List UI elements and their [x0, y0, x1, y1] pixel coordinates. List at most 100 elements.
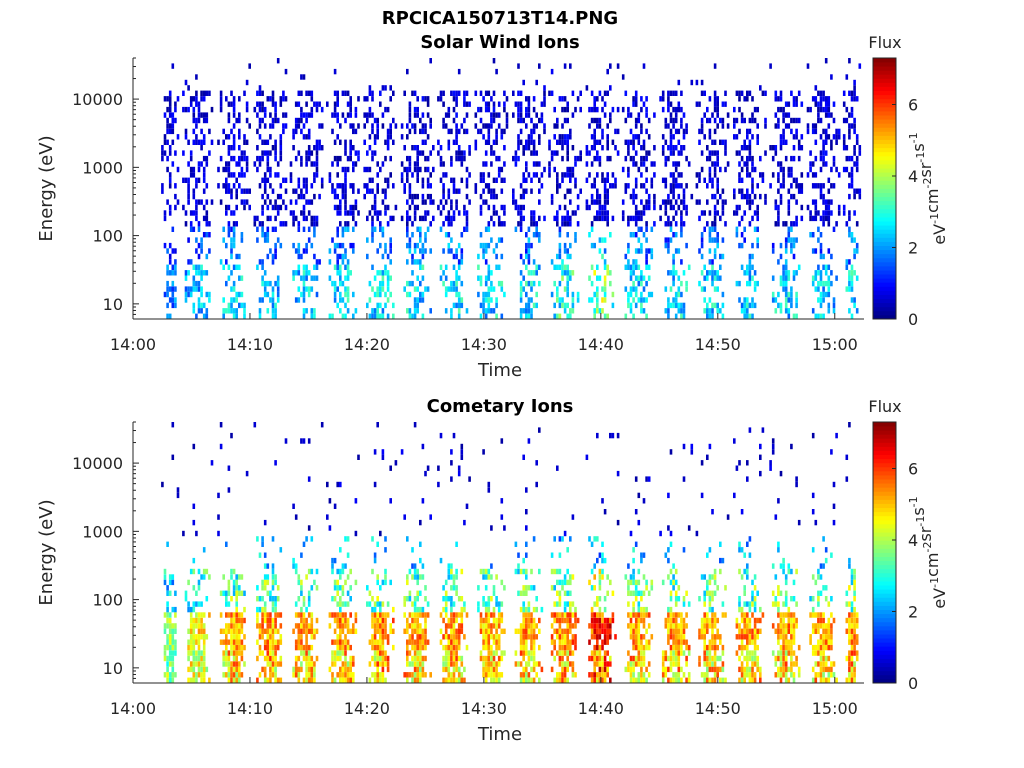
heatmap-cell: [527, 259, 531, 265]
heatmap-cell: [411, 193, 414, 200]
heatmap-cell: [366, 166, 369, 173]
heatmap-cell: [474, 90, 478, 96]
heatmap-cell: [333, 204, 337, 211]
heatmap-cell: [682, 199, 686, 205]
heatmap-cell: [200, 161, 203, 167]
heatmap-cell: [519, 112, 523, 118]
heatmap-cell: [632, 188, 635, 194]
heatmap-cell: [235, 623, 238, 629]
heatmap-cell: [830, 270, 833, 276]
heatmap-cell: [313, 232, 316, 238]
heatmap-cell: [680, 145, 683, 151]
heatmap-cell: [450, 280, 453, 287]
heatmap-cell: [621, 210, 625, 216]
heatmap-cell: [484, 661, 488, 667]
colorbar-swatch: [873, 257, 896, 263]
colorbar-label-base: sr: [916, 162, 935, 177]
heatmap-cell: [463, 606, 466, 613]
heatmap-cell: [192, 275, 196, 281]
heatmap-cell: [482, 449, 485, 455]
heatmap-cell: [230, 128, 233, 135]
heatmap-cell: [292, 557, 295, 564]
heatmap-cell: [240, 612, 244, 618]
heatmap-cell: [457, 297, 461, 303]
heatmap-cell: [274, 628, 277, 634]
heatmap-cell: [519, 639, 523, 645]
heatmap-cell: [627, 248, 630, 254]
heatmap-cell: [553, 644, 556, 651]
heatmap-cell: [263, 644, 267, 651]
heatmap-cell: [271, 634, 275, 640]
heatmap-cell: [253, 161, 257, 167]
colorbar-swatch: [873, 253, 896, 259]
heatmap-cell: [274, 308, 277, 314]
heatmap-cell: [386, 634, 390, 640]
heatmap-cell: [294, 188, 298, 194]
heatmap-cell: [419, 655, 422, 662]
heatmap-cell: [538, 199, 541, 205]
heatmap-cell: [336, 161, 339, 167]
heatmap-cell: [569, 661, 572, 667]
heatmap-cell: [853, 302, 856, 309]
heatmap-cell: [797, 264, 801, 270]
heatmap-cell: [205, 112, 209, 118]
heatmap-cell: [606, 639, 609, 645]
heatmap-cell: [601, 677, 604, 683]
heatmap-cell: [437, 465, 440, 471]
heatmap-cell: [305, 650, 308, 656]
heatmap-cell: [787, 166, 791, 173]
heatmap-cell: [450, 90, 453, 96]
heatmap-cell: [522, 204, 525, 211]
heatmap-cell: [297, 150, 301, 156]
heatmap-cell: [487, 226, 491, 232]
heatmap-cell: [192, 188, 196, 194]
heatmap-cell: [195, 530, 198, 537]
heatmap-cell: [421, 297, 425, 303]
heatmap-cell: [563, 302, 567, 309]
heatmap-cell: [558, 139, 562, 145]
heatmap-cell: [827, 134, 831, 140]
heatmap-cell: [590, 221, 594, 227]
heatmap-cell: [310, 286, 314, 292]
heatmap-cell: [307, 155, 311, 162]
heatmap-cell: [779, 193, 783, 200]
heatmap-cell: [596, 291, 599, 298]
heatmap-cell: [514, 199, 518, 205]
heatmap-cell: [738, 204, 741, 211]
heatmap-cell: [603, 112, 607, 118]
heatmap-cell: [713, 253, 717, 260]
heatmap-cell: [256, 155, 259, 162]
heatmap-cell: [855, 242, 859, 249]
heatmap-cell: [235, 596, 238, 602]
heatmap-cell: [455, 541, 458, 547]
heatmap-cell: [672, 270, 675, 276]
heatmap-cell: [168, 101, 172, 107]
heatmap-cell: [455, 155, 458, 162]
heatmap-cell: [550, 199, 554, 205]
heatmap-cell: [235, 612, 238, 618]
heatmap-cell: [640, 215, 643, 222]
heatmap-cell: [232, 232, 236, 238]
heatmap-cell: [590, 612, 594, 618]
heatmap-cell: [341, 617, 345, 624]
heatmap-cell: [376, 650, 379, 656]
heatmap-cell: [189, 166, 193, 173]
heatmap-cell: [411, 547, 414, 553]
heatmap-cell: [381, 232, 385, 238]
heatmap-cell: [373, 617, 377, 624]
heatmap-cell: [561, 677, 564, 683]
heatmap-cell: [460, 253, 464, 260]
heatmap-cell: [593, 155, 596, 162]
colorbar-swatch: [873, 212, 896, 218]
heatmap-cell: [590, 90, 594, 96]
heatmap-cell: [830, 166, 833, 173]
heatmap-cell: [413, 655, 417, 662]
heatmap-cell: [624, 117, 628, 124]
heatmap-cell: [495, 193, 498, 200]
heatmap-cell: [522, 639, 525, 645]
heatmap-cell: [706, 155, 709, 162]
heatmap-cell: [561, 275, 564, 281]
heatmap-cell: [344, 677, 347, 683]
heatmap-cell: [782, 139, 785, 145]
heatmap-cell: [336, 96, 339, 102]
